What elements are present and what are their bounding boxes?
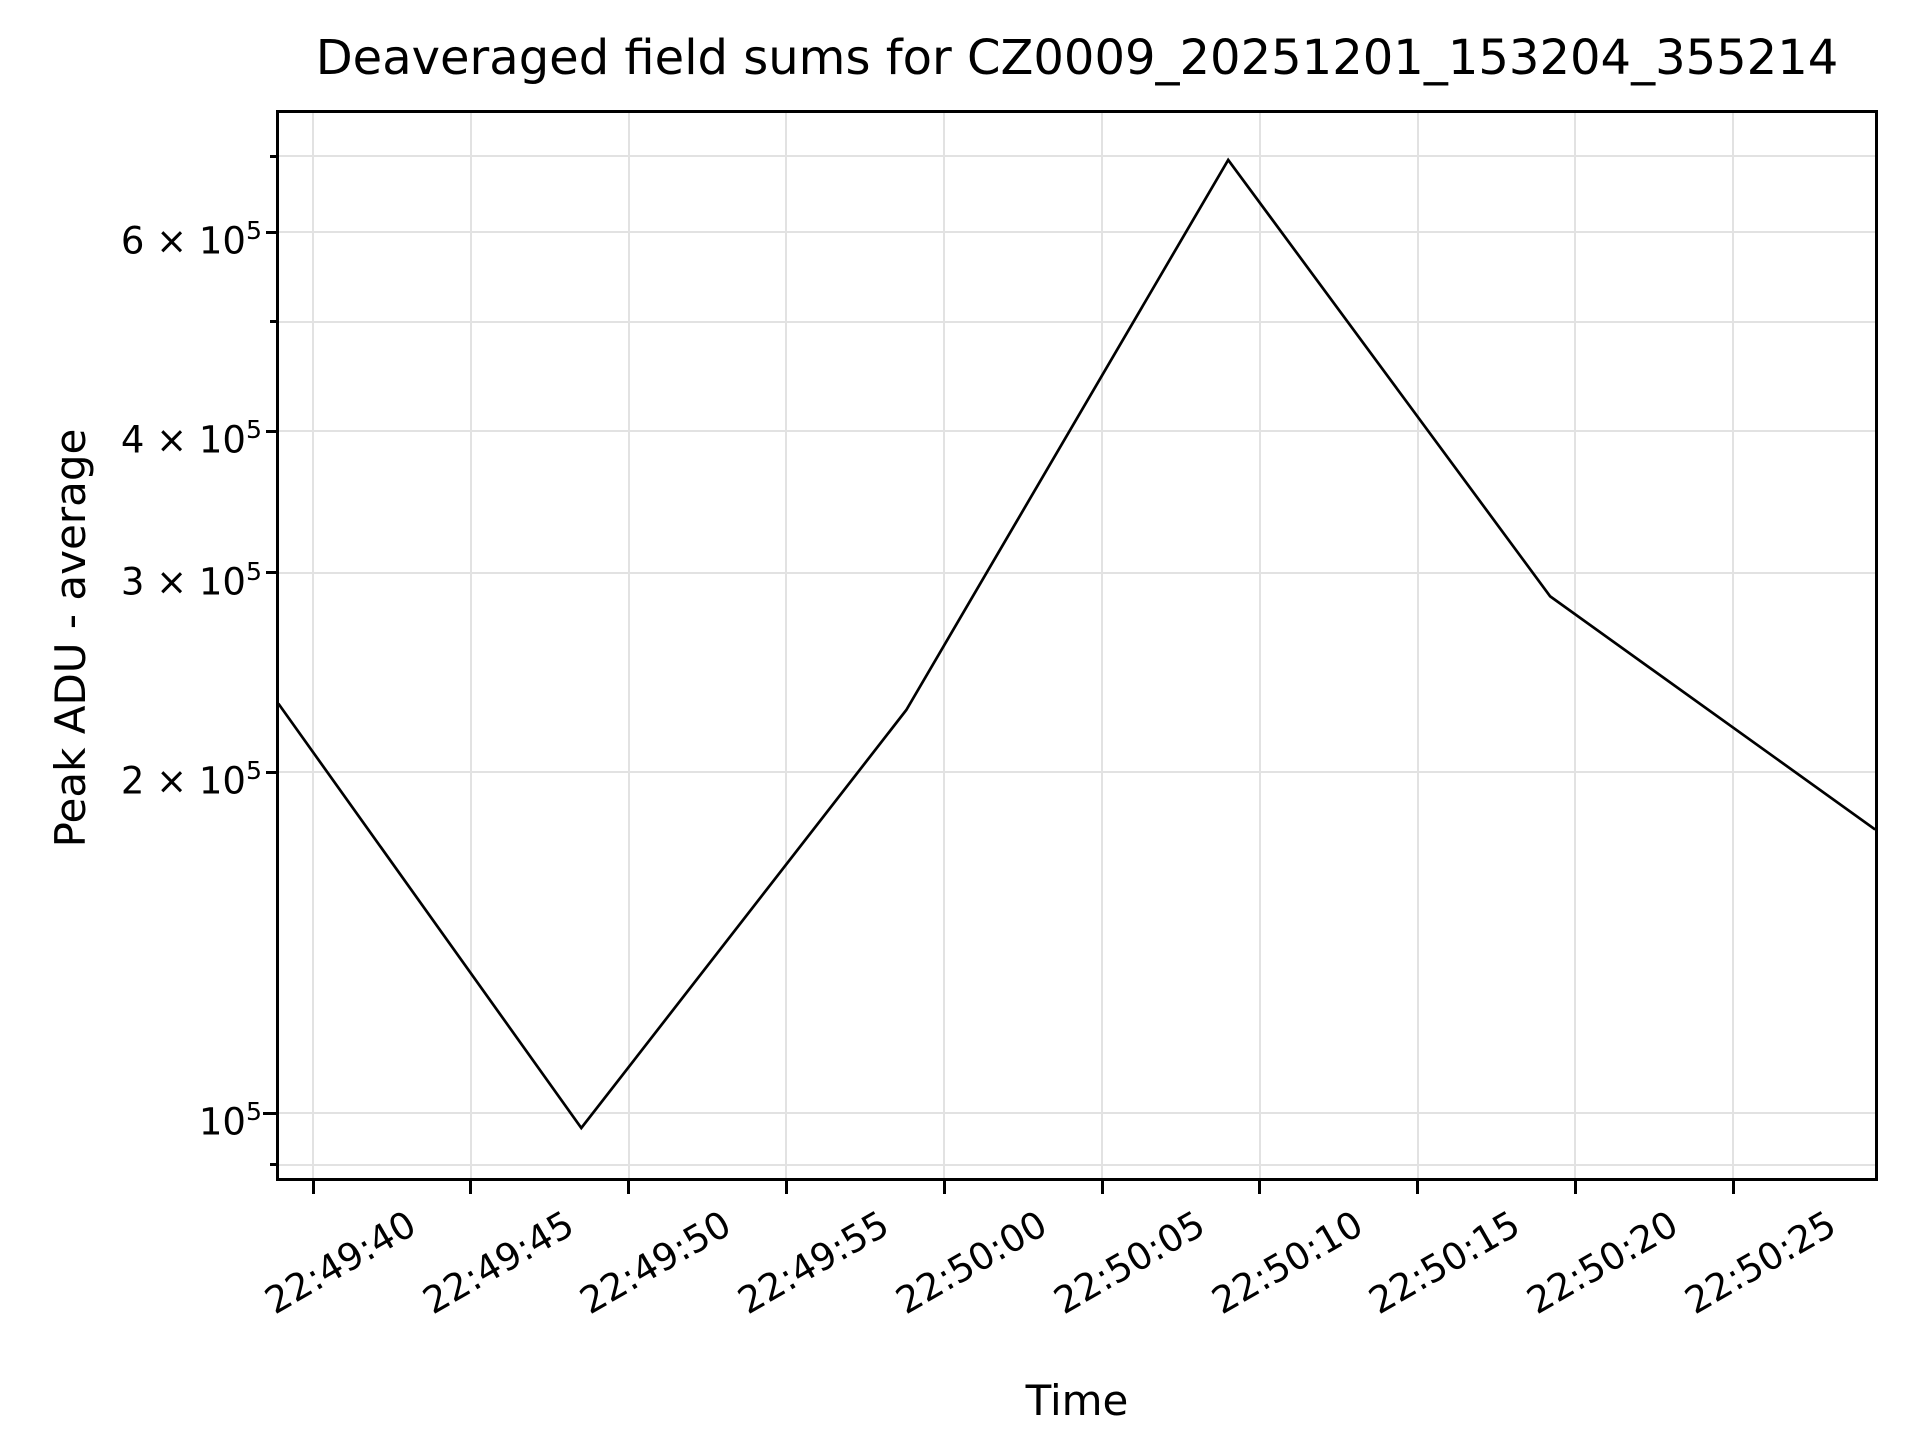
y-gridline — [279, 771, 1875, 774]
y-minor-gridline — [279, 155, 1875, 158]
x-tick-label: 22:49:55 — [730, 1202, 897, 1323]
y-minor-tick-mark — [270, 320, 276, 324]
x-axis-label: Time — [1025, 1376, 1129, 1425]
x-tick-label: 22:49:50 — [573, 1202, 739, 1323]
y-tick-mark — [266, 770, 276, 774]
y-tick-label: 105 — [198, 1096, 262, 1144]
y-tick-exponent: 5 — [245, 1096, 262, 1126]
y-minor-tick-mark — [270, 154, 276, 158]
y-tick-mark — [266, 230, 276, 234]
y-tick-mark — [266, 571, 276, 575]
x-tick-label: 22:49:40 — [257, 1202, 423, 1323]
y-tick-mark — [266, 429, 276, 433]
x-tick-mark — [1416, 1180, 1420, 1194]
y-tick-mark — [263, 1111, 276, 1115]
y-gridline — [279, 571, 1875, 574]
x-tick-label: 22:50:00 — [888, 1202, 1055, 1323]
y-tick-exponent: 5 — [245, 755, 262, 785]
y-tick-exponent: 5 — [245, 215, 262, 245]
x-tick-label: 22:50:25 — [1677, 1202, 1844, 1323]
y-gridline — [279, 430, 1875, 433]
y-gridline — [279, 1112, 1875, 1114]
chart-title: Deaveraged field sums for CZ0009_2025120… — [315, 30, 1839, 86]
x-tick-label: 22:50:05 — [1046, 1202, 1212, 1323]
plot-svg — [279, 157, 1875, 1131]
x-tick-mark — [942, 1180, 946, 1194]
x-tick-label: 22:50:20 — [1519, 1202, 1686, 1323]
y-tick-label: 2 × 105 — [120, 755, 262, 803]
x-tick-mark — [627, 1180, 631, 1194]
x-tick-mark — [1100, 1180, 1104, 1194]
y-tick-label: 3 × 105 — [120, 556, 262, 604]
plot-area — [279, 113, 1875, 1178]
y-tick-exponent: 5 — [245, 556, 262, 586]
x-tick-label: 22:50:15 — [1362, 1202, 1528, 1323]
y-tick-label: 6 × 105 — [120, 215, 262, 263]
x-gridline — [469, 113, 472, 1178]
data-line — [279, 157, 1875, 1131]
x-gridline — [1101, 113, 1103, 1178]
x-gridline — [627, 113, 630, 1178]
x-tick-mark — [1731, 1180, 1735, 1194]
x-gridline — [1732, 113, 1735, 1178]
y-tick-exponent: 5 — [245, 415, 262, 445]
y-minor-gridline — [279, 1163, 1875, 1166]
x-tick-mark — [784, 1180, 788, 1194]
x-tick-mark — [1258, 1180, 1262, 1194]
plot-area-border — [276, 110, 1878, 1181]
x-gridline — [1574, 113, 1577, 1178]
x-tick-mark — [311, 1180, 315, 1194]
x-gridline — [1258, 113, 1261, 1178]
y-tick-label: 4 × 105 — [120, 415, 262, 462]
x-gridline — [785, 113, 788, 1178]
x-tick-label: 22:49:45 — [415, 1202, 581, 1323]
x-tick-label: 22:50:10 — [1204, 1202, 1370, 1323]
x-tick-mark — [469, 1180, 473, 1194]
y-gridline — [279, 231, 1875, 234]
x-gridline — [1416, 113, 1419, 1178]
x-gridline — [312, 113, 314, 1178]
y-minor-tick-mark — [270, 1163, 276, 1167]
y-minor-gridline — [279, 320, 1875, 323]
x-tick-mark — [1573, 1180, 1577, 1194]
